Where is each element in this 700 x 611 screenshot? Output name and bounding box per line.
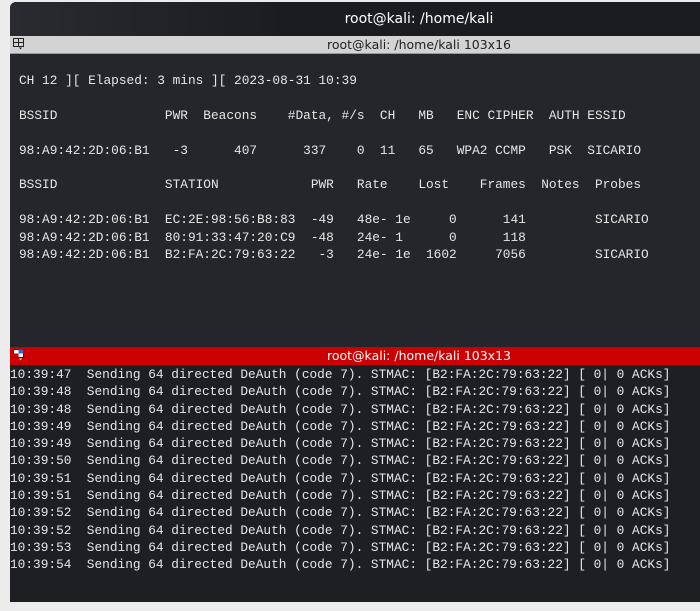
terminal-line <box>19 159 700 176</box>
terminal-line <box>19 89 700 106</box>
aireplay-output: 10:39:47 Sending 64 directed DeAuth (cod… <box>10 365 700 574</box>
top-pane-title: root@kali: /home/kali 103x16 <box>327 37 511 52</box>
terminal-line: 98:A9:42:2D:06:B1 EC:2E:98:56:B8:83 -49 … <box>19 212 649 228</box>
terminal-line <box>19 124 700 141</box>
terminal-window: root@kali: /home/kali root@kali: /home/k… <box>10 2 700 602</box>
terminal-line: 98:A9:42:2D:06:B1 B2:FA:2C:79:63:22 -3 2… <box>19 247 649 263</box>
deauth-log-line: 10:39:47 Sending 64 directed DeAuth (cod… <box>10 367 671 382</box>
deauth-log-line: 10:39:49 Sending 64 directed DeAuth (cod… <box>10 436 671 452</box>
deauth-log-line: 10:39:51 Sending 64 directed DeAuth (cod… <box>10 488 671 504</box>
terminal-line: 98:A9:42:2D:06:B1 80:91:33:47:20:C9 -48 … <box>19 229 526 245</box>
terminal-line: BSSID STATION PWR Rate Lost Frames Notes… <box>19 177 642 193</box>
window-title: root@kali: /home/kali <box>344 11 494 27</box>
top-pane-titlebar[interactable]: root@kali: /home/kali 103x16 <box>10 36 700 54</box>
pane-menu-icon[interactable] <box>13 38 24 50</box>
deauth-log-line: 10:39:51 Sending 64 directed DeAuth (cod… <box>10 470 671 486</box>
deauth-log-line: 10:39:53 Sending 64 directed DeAuth (cod… <box>10 539 671 555</box>
bottom-pane-terminal[interactable]: 10:39:47 Sending 64 directed DeAuth (cod… <box>10 365 700 602</box>
pane-menu-icon[interactable] <box>13 349 24 361</box>
deauth-log-line: 10:39:52 Sending 64 directed DeAuth (cod… <box>10 505 671 521</box>
window-titlebar[interactable]: root@kali: /home/kali <box>10 2 700 36</box>
terminal-line <box>19 194 700 211</box>
deauth-log-line: 10:39:48 Sending 64 directed DeAuth (cod… <box>10 401 671 417</box>
terminal-line: BSSID PWR Beacons #Data, #/s CH MB ENC C… <box>19 107 626 123</box>
deauth-log-line: 10:39:52 Sending 64 directed DeAuth (cod… <box>10 522 671 538</box>
deauth-log-line: 10:39:48 Sending 64 directed DeAuth (cod… <box>10 384 671 400</box>
deauth-log-line: 10:39:50 Sending 64 directed DeAuth (cod… <box>10 453 671 469</box>
terminal-line: CH 12 ][ Elapsed: 3 mins ][ 2023-08-31 1… <box>19 73 357 88</box>
bottom-pane-title: root@kali: /home/kali 103x13 <box>327 348 511 363</box>
terminal-line: 98:A9:42:2D:06:B1 -3 407 337 0 11 65 WPA… <box>19 142 642 158</box>
airodump-output: CH 12 ][ Elapsed: 3 mins ][ 2023-08-31 1… <box>10 54 700 263</box>
deauth-log-line: 10:39:49 Sending 64 directed DeAuth (cod… <box>10 418 671 434</box>
bottom-pane-titlebar[interactable]: root@kali: /home/kali 103x13 <box>10 347 700 365</box>
deauth-log-line: 10:39:54 Sending 64 directed DeAuth (cod… <box>10 557 671 573</box>
top-pane-terminal[interactable]: CH 12 ][ Elapsed: 3 mins ][ 2023-08-31 1… <box>10 54 700 347</box>
